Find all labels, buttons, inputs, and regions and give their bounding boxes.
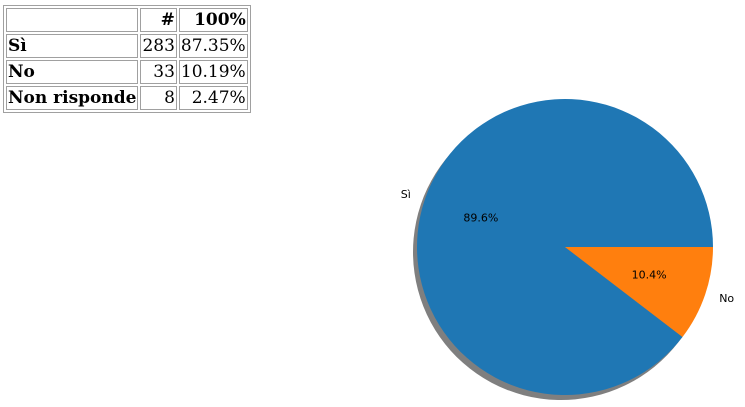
header-corner-cell	[6, 8, 139, 32]
pie-slice-no	[565, 247, 713, 337]
row-label: Non risponde	[6, 86, 139, 110]
row-percent: 10.19%	[178, 60, 248, 84]
pie-percent-label-si: 89.6%	[463, 212, 498, 225]
row-count: 33	[140, 60, 177, 84]
row-count: 283	[140, 34, 177, 58]
table-row: No 33 10.19%	[6, 60, 248, 84]
row-percent: 87.35%	[178, 34, 248, 58]
table-row: Non risponde 8 2.47%	[6, 86, 248, 110]
table-row: Sì 283 87.35%	[6, 34, 248, 58]
pie-percent-label-no: 10.4%	[632, 268, 667, 281]
row-label: Sì	[6, 34, 139, 58]
header-percent: 100%	[178, 8, 248, 32]
pie-slice-group	[417, 98, 713, 395]
pie-category-label-no: No	[719, 292, 734, 305]
stats-table: # 100% Sì 283 87.35% No 33 10.19% Non ri…	[3, 5, 251, 113]
row-count: 8	[140, 86, 177, 110]
row-percent: 2.47%	[178, 86, 248, 110]
header-count: #	[140, 8, 177, 32]
table-header-row: # 100%	[6, 8, 248, 32]
pie-category-label-si: Sì	[401, 188, 411, 201]
row-label: No	[6, 60, 139, 84]
pie-label-group: 89.6% Sì 10.4% No	[401, 188, 735, 305]
